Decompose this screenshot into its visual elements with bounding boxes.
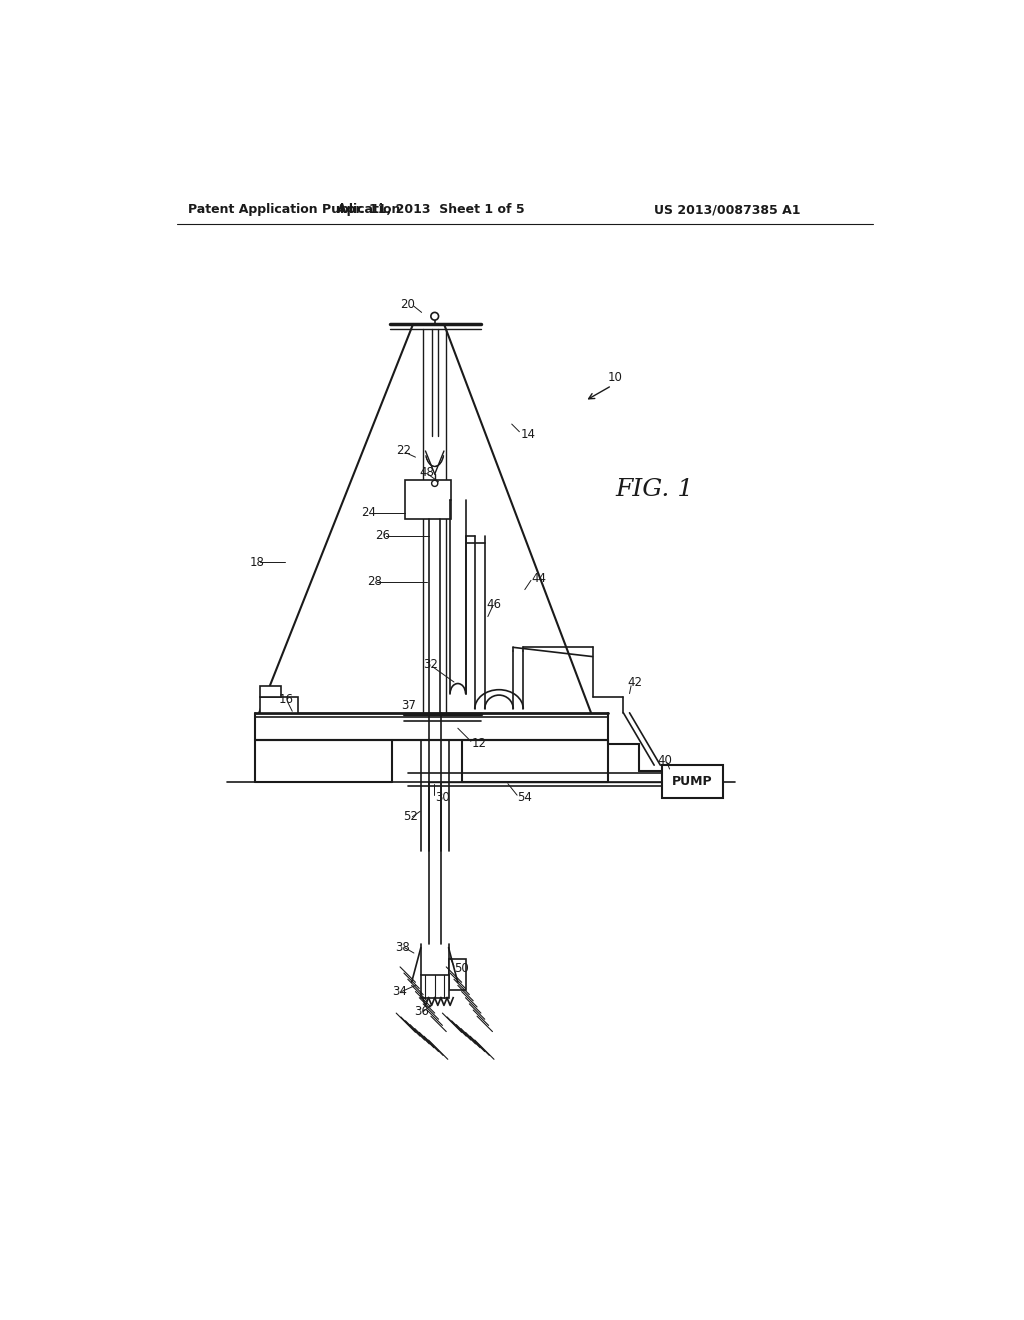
Text: 24: 24: [360, 506, 376, 519]
Text: 26: 26: [376, 529, 390, 543]
Text: Apr. 11, 2013  Sheet 1 of 5: Apr. 11, 2013 Sheet 1 of 5: [337, 203, 524, 216]
Bar: [662, 766, 724, 797]
Bar: [260, 697, 298, 713]
Text: 28: 28: [367, 576, 382, 589]
Text: 20: 20: [400, 298, 415, 312]
Text: 10: 10: [608, 371, 623, 384]
Text: 50: 50: [454, 962, 469, 975]
Text: 40: 40: [657, 754, 672, 767]
Text: 36: 36: [414, 1005, 429, 1018]
Text: 30: 30: [435, 791, 450, 804]
Text: 32: 32: [423, 657, 438, 671]
Text: 16: 16: [279, 693, 294, 706]
Text: 14: 14: [520, 428, 536, 441]
Text: FIG. 1: FIG. 1: [615, 478, 694, 502]
Text: 42: 42: [628, 676, 642, 689]
Text: 37: 37: [401, 698, 417, 711]
Text: 38: 38: [395, 941, 411, 954]
Bar: [404, 480, 451, 519]
Text: 52: 52: [403, 810, 418, 824]
Circle shape: [431, 313, 438, 321]
Text: 18: 18: [250, 556, 265, 569]
Text: 34: 34: [392, 985, 408, 998]
Text: Patent Application Publication: Patent Application Publication: [188, 203, 400, 216]
Text: US 2013/0087385 A1: US 2013/0087385 A1: [654, 203, 801, 216]
Bar: [421, 974, 449, 998]
Text: 54: 54: [517, 791, 532, 804]
Text: 46: 46: [486, 598, 502, 611]
Bar: [449, 960, 466, 990]
Text: 22: 22: [396, 445, 412, 458]
Circle shape: [432, 480, 438, 487]
Text: PUMP: PUMP: [673, 775, 713, 788]
Bar: [260, 686, 282, 697]
Text: 48: 48: [419, 466, 434, 479]
Text: 44: 44: [531, 572, 546, 585]
Text: 12: 12: [472, 737, 486, 750]
